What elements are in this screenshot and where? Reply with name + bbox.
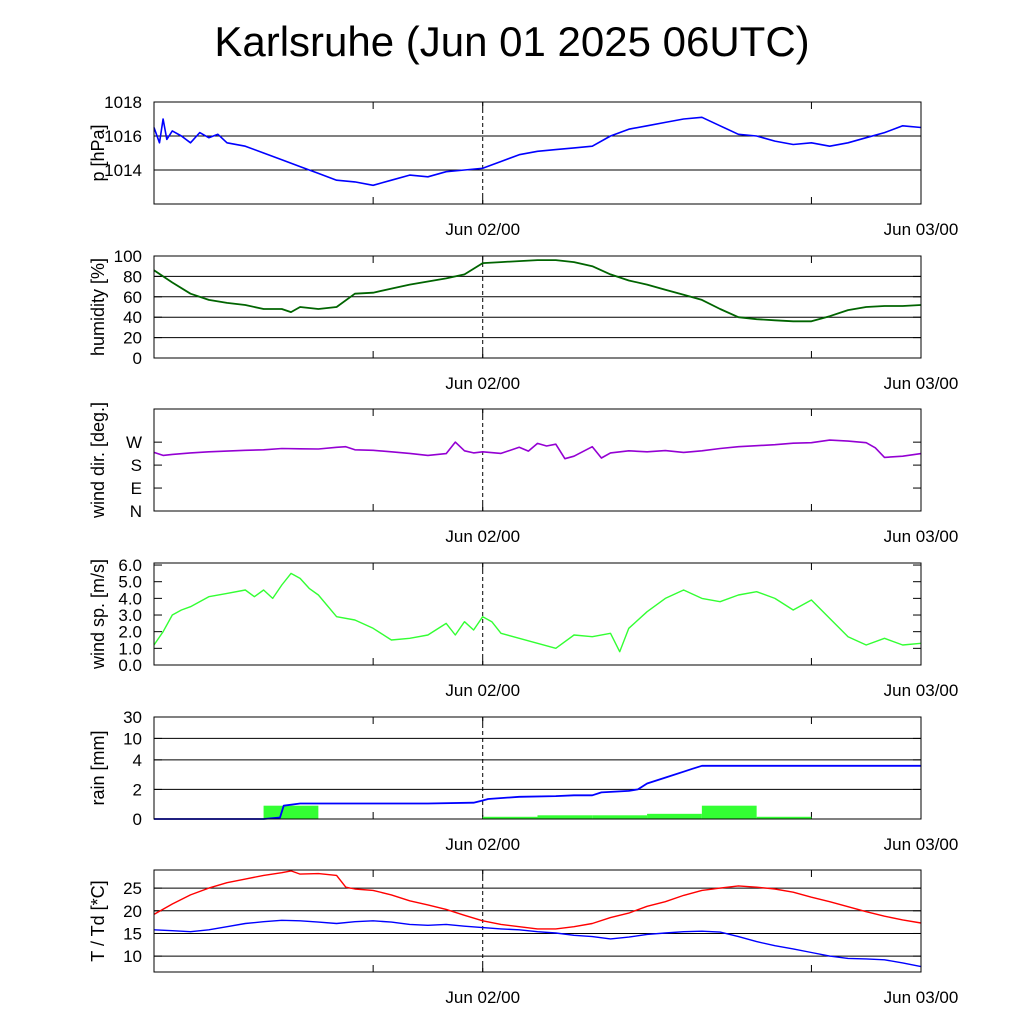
panel4-wind_speed-line — [153, 572, 922, 653]
panel4-ytick-label: 4.0 — [118, 589, 142, 608]
chart-title: Karlsruhe (Jun 01 2025 06UTC) — [214, 18, 810, 65]
panel5-ytick-label: 4 — [133, 751, 142, 770]
panel4-ytick-label: 1.0 — [118, 639, 142, 658]
panel6-temperature-line — [153, 870, 922, 930]
panel1-ytick-label: 1014 — [104, 161, 142, 180]
panel5-rain-bar — [701, 805, 757, 819]
panel4-ytick-label: 2.0 — [118, 623, 142, 642]
panel5-ytick-label: 0 — [133, 810, 142, 829]
panel5-ytick-label: 10 — [123, 729, 142, 748]
panel6-ytick-label: 20 — [123, 902, 142, 921]
panel2-xtick-label: Jun 03/00 — [884, 374, 959, 393]
panel2-ytick-label: 60 — [123, 288, 142, 307]
panel1-ytick-label: 1018 — [104, 93, 142, 112]
panel4-ytick-label: 3.0 — [118, 606, 142, 625]
panel1-pressure-line — [153, 116, 922, 187]
panel2-xtick-label: Jun 02/00 — [445, 374, 520, 393]
panel2-humidity-line — [153, 259, 922, 323]
panel3-ytick-label: E — [131, 479, 142, 498]
panel6-ytick-label: 10 — [123, 947, 142, 966]
panel1-xtick-label: Jun 02/00 — [445, 220, 520, 239]
panel6-xtick-label: Jun 03/00 — [884, 988, 959, 1007]
panel3-ylabel: wind dir. [deg.] — [88, 402, 108, 519]
panel5-xtick-label: Jun 03/00 — [884, 835, 959, 854]
panel3-xtick-label: Jun 03/00 — [884, 527, 959, 546]
panel3-frame — [153, 408, 922, 512]
panel6-xtick-label: Jun 02/00 — [445, 988, 520, 1007]
panel5-rain-bar — [482, 816, 538, 819]
panel6-ytick-label: 25 — [123, 879, 142, 898]
panel5-rain-bar — [592, 815, 648, 819]
panel4-frame — [153, 562, 922, 666]
panel5-frame — [153, 716, 922, 820]
panel4-xtick-label: Jun 02/00 — [445, 681, 520, 700]
panel6-ylabel: T / Td [*C] — [88, 880, 108, 961]
panel1-ylabel: p [hPa] — [88, 124, 108, 181]
panel6-frame — [153, 869, 922, 973]
panel3-wind_dir-line — [153, 439, 922, 460]
panel5-rain-bar — [537, 815, 593, 819]
panel4-ytick-label: 0.0 — [118, 656, 142, 675]
panel4-ytick-label: 5.0 — [118, 573, 142, 592]
panel1-ytick-label: 1016 — [104, 127, 142, 146]
panel2-ylabel: humidity [%] — [88, 258, 108, 356]
panel3-ytick-label: W — [126, 433, 142, 452]
panel4-ytick-label: 6.0 — [118, 556, 142, 575]
panel5-rain-bar — [647, 813, 702, 819]
panel5-ylabel: rain [mm] — [88, 730, 108, 805]
panel5-ytick-label: 30 — [123, 708, 142, 727]
panel2-ytick-label: 0 — [133, 349, 142, 368]
panel5-rain_cumulative-line — [154, 764, 921, 820]
panel2-ytick-label: 80 — [123, 267, 142, 286]
panel2-ytick-label: 40 — [123, 308, 142, 327]
panel6-ytick-label: 15 — [123, 924, 142, 943]
panel2-frame — [153, 255, 922, 359]
panel5-rain-bar — [756, 816, 812, 819]
panel2-ytick-label: 100 — [114, 247, 142, 266]
panel4-xtick-label: Jun 03/00 — [884, 681, 959, 700]
panel3-ytick-label: N — [130, 502, 142, 521]
panel3-xtick-label: Jun 02/00 — [445, 527, 520, 546]
panel5-ytick-label: 2 — [133, 780, 142, 799]
panel3-ytick-label: S — [131, 456, 142, 475]
panel4-ylabel: wind sp. [m/s] — [88, 559, 108, 670]
panel6-dewpoint-line — [153, 919, 922, 968]
panel1-xtick-label: Jun 03/00 — [884, 220, 959, 239]
panel2-ytick-label: 20 — [123, 329, 142, 348]
panel5-rain-bar — [263, 805, 319, 819]
panel1-frame — [153, 101, 922, 205]
panel5-xtick-label: Jun 02/00 — [445, 835, 520, 854]
